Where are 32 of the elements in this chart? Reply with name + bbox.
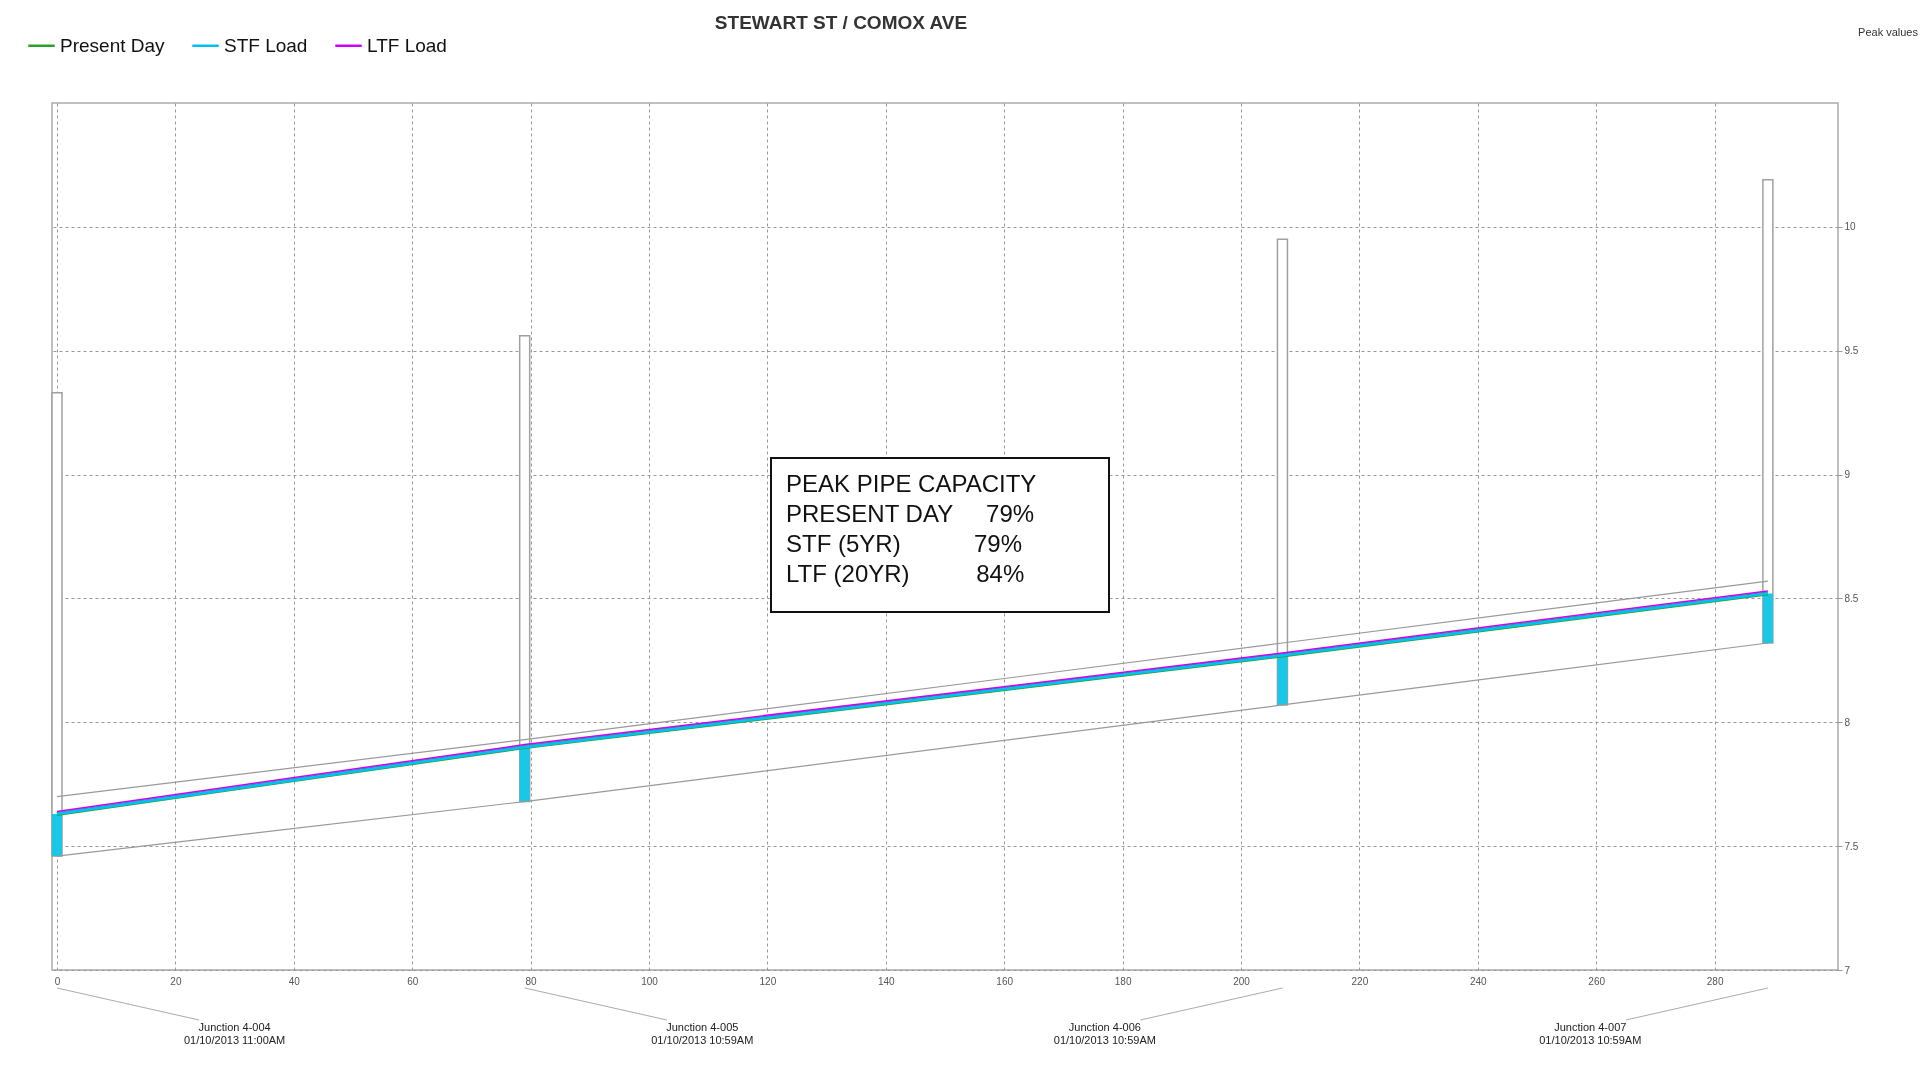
y-tick-label: 10 [1844, 221, 1857, 233]
x-tick-label: 180 [1114, 975, 1132, 987]
x-tick-label: 240 [1469, 975, 1488, 987]
x-tick-label: 60 [407, 975, 419, 987]
text-box: PEAK PIPE CAPACITY PRESENT DAY 79% STF (5YR) 79% LTF (20YR) 84% [770, 457, 1110, 613]
x-tick-label: 100 [641, 975, 659, 987]
x-tick-label: 20 [170, 975, 182, 987]
text: Junction 4-007 01/10/2013 10:59AM [1539, 1021, 1642, 1046]
y-tick-label: 9 [1844, 469, 1851, 481]
x-tick-label: 120 [759, 975, 777, 987]
x-tick-label: 260 [1588, 975, 1606, 987]
text: Junction 4-006 01/10/2013 10:59AM [1053, 1021, 1156, 1046]
legend-label: STF Load [224, 34, 308, 56]
y-tick-label: 8.5 [1844, 592, 1859, 604]
x-tick-label: 160 [996, 975, 1014, 987]
legend-label: Present Day [60, 34, 166, 56]
y-tick-label: 7.5 [1844, 840, 1859, 852]
y-tick-label: 8 [1844, 716, 1851, 728]
text: Junction 4-005 01/10/2013 10:59AM [651, 1021, 754, 1046]
legend-label: LTF Load [367, 34, 447, 56]
x-tick-label: 80 [525, 975, 538, 987]
x-tick-label: 40 [288, 975, 301, 987]
x-tick-label: 220 [1351, 975, 1369, 987]
text: Junction 4-004 01/10/2013 11:00AM [183, 1021, 286, 1046]
x-tick-label: 280 [1706, 975, 1724, 987]
y-tick-label: 7 [1844, 964, 1851, 976]
text: Peak values [1858, 26, 1919, 38]
y-tick-label: 9.5 [1844, 345, 1859, 357]
x-tick-label: 0 [54, 975, 61, 987]
chart-title: STEWART ST / COMOX AVE [714, 12, 968, 33]
x-tick-label: 140 [877, 975, 896, 987]
x-tick-label: 200 [1233, 975, 1251, 987]
